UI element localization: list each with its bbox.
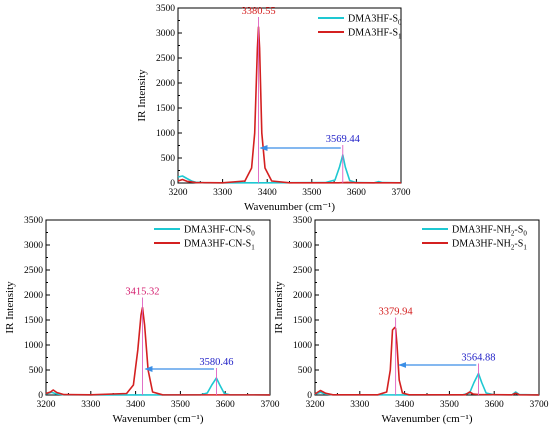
series-line-s1 — [45, 306, 271, 396]
legend-label: DMA3HF-NH2-S0 — [452, 225, 527, 238]
y-tick-label: 2500 — [24, 266, 43, 276]
y-tick-label: 2000 — [156, 79, 175, 89]
y-tick-label: 3000 — [24, 241, 43, 251]
y-tick-label: 500 — [29, 366, 44, 376]
y-axis-label: IR Intensity — [273, 281, 285, 334]
series-line-s0 — [45, 377, 271, 396]
series-line-s0 — [177, 154, 402, 184]
y-tick-label: 3500 — [24, 216, 43, 226]
series-line-s1 — [314, 326, 540, 396]
chart-panel-2: 3200 3300 3400 3500 3600 3700 0 500 1000 1500 2000… — [4, 216, 280, 425]
x-tick-label: 3400 — [258, 188, 277, 198]
x-tick-label: 3400 — [395, 400, 414, 410]
y-tick-label: 1500 — [156, 104, 175, 114]
x-tick-label: 3500 — [171, 400, 190, 410]
y-tick-label: 2000 — [24, 291, 43, 301]
legend-label: DMA3HF-S0 — [348, 14, 402, 27]
y-tick-label: 2500 — [293, 266, 312, 276]
x-axis-label: Wavenumber (cm⁻¹) — [382, 413, 473, 425]
y-tick-label: 1500 — [293, 316, 312, 326]
chart-panel-3: 3200 3300 3400 3500 3600 3700 0 500 1000 1500 2000… — [273, 216, 549, 425]
y-tick-label: 0 — [307, 391, 312, 401]
x-tick-label: 3500 — [440, 400, 459, 410]
x-tick-label: 3600 — [216, 400, 235, 410]
peak-label: 3580.46 — [199, 357, 233, 368]
y-tick-label: 0 — [38, 391, 43, 401]
x-tick-label: 3200 — [37, 400, 56, 410]
legend-label: DMA3HF-CN-S0 — [184, 225, 255, 238]
y-tick-label: 3000 — [293, 241, 312, 251]
y-tick-label: 2500 — [156, 54, 175, 64]
series-line-s1 — [177, 26, 401, 184]
y-tick-label: 1000 — [24, 341, 43, 351]
peak-label: 3415.32 — [125, 287, 159, 298]
y-tick-label: 0 — [170, 179, 175, 189]
x-axis-label: Wavenumber (cm⁻¹) — [244, 201, 335, 213]
y-axis-label: IR Intensity — [136, 69, 148, 122]
x-tick-label: 3500 — [302, 188, 321, 198]
y-axis-label: IR Intensity — [4, 281, 16, 334]
y-tick-label: 1000 — [293, 341, 312, 351]
x-tick-label: 3300 — [81, 400, 100, 410]
legend-label: DMA3HF-NH2-S1 — [452, 239, 527, 252]
y-tick-label: 1000 — [156, 129, 175, 139]
x-tick-label: 3700 — [530, 400, 549, 410]
x-axis-label: Wavenumber (cm⁻¹) — [113, 413, 204, 425]
x-tick-label: 3200 — [306, 400, 325, 410]
series-line-s0 — [314, 372, 540, 396]
y-tick-label: 500 — [161, 154, 176, 164]
x-tick-label: 3600 — [485, 400, 504, 410]
x-tick-label: 3400 — [126, 400, 145, 410]
y-tick-label: 3500 — [293, 216, 312, 226]
x-tick-label: 3300 — [213, 188, 232, 198]
legend-label: DMA3HF-S1 — [348, 28, 402, 41]
peak-label: 3379.94 — [379, 307, 414, 318]
peak-label: 3569.44 — [326, 134, 361, 145]
y-tick-label: 2000 — [293, 291, 312, 301]
chart-panel-1: 3200 3300 3400 3500 3600 3700 0 500 1000 1500 2000… — [136, 4, 411, 213]
peak-label: 3380.55 — [241, 6, 275, 17]
x-tick-label: 3700 — [261, 400, 280, 410]
x-tick-label: 3200 — [169, 188, 188, 198]
x-tick-label: 3300 — [350, 400, 369, 410]
y-tick-label: 1500 — [24, 316, 43, 326]
peak-label: 3564.88 — [461, 353, 495, 364]
legend-label: DMA3HF-CN-S1 — [184, 239, 255, 252]
y-tick-label: 3000 — [156, 29, 175, 39]
y-tick-label: 500 — [298, 366, 313, 376]
x-tick-label: 3700 — [392, 188, 411, 198]
x-tick-label: 3600 — [347, 188, 366, 198]
y-tick-label: 3500 — [156, 4, 175, 14]
